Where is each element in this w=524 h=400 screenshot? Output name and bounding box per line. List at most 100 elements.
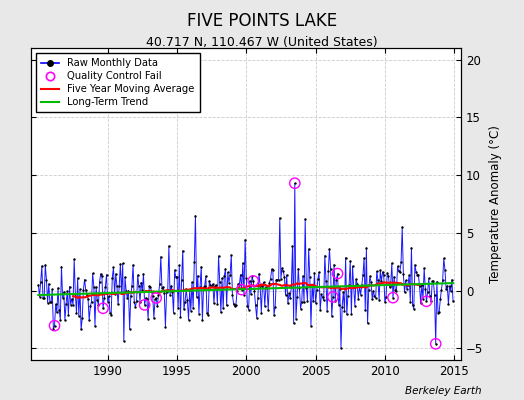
Point xyxy=(329,294,337,300)
Point xyxy=(211,283,219,289)
Point xyxy=(169,310,178,316)
Point xyxy=(230,301,238,307)
Point xyxy=(362,245,370,251)
Point xyxy=(351,302,359,309)
Point xyxy=(193,272,202,279)
Point xyxy=(440,255,448,262)
Point xyxy=(428,278,436,285)
Point xyxy=(390,274,398,280)
Point xyxy=(219,305,227,312)
Text: Berkeley Earth: Berkeley Earth xyxy=(406,386,482,396)
Point xyxy=(183,297,192,304)
Point xyxy=(49,326,58,332)
Point xyxy=(124,287,133,294)
Point xyxy=(110,264,118,271)
Point xyxy=(404,282,412,288)
Point xyxy=(339,289,347,296)
Point xyxy=(92,284,100,290)
Point xyxy=(64,312,73,318)
Point xyxy=(151,296,159,303)
Point xyxy=(175,262,183,268)
Point xyxy=(368,296,376,302)
Point xyxy=(195,310,203,317)
Point xyxy=(38,263,46,269)
Point xyxy=(178,277,186,284)
Point xyxy=(226,272,234,278)
Point xyxy=(99,305,107,312)
Point xyxy=(220,272,228,279)
Point xyxy=(131,304,139,310)
Point xyxy=(102,272,111,278)
Point xyxy=(167,282,176,289)
Point xyxy=(91,322,99,329)
Point xyxy=(160,290,168,296)
Point xyxy=(137,279,145,286)
Point xyxy=(150,315,158,321)
Point xyxy=(258,283,267,290)
Point xyxy=(71,290,80,297)
Point xyxy=(293,294,301,301)
Point xyxy=(139,271,148,277)
Point xyxy=(203,310,211,317)
Point xyxy=(334,302,343,308)
Point xyxy=(37,279,45,285)
Point xyxy=(299,273,307,279)
Point xyxy=(116,261,125,267)
Point xyxy=(161,324,170,330)
Point xyxy=(93,297,102,303)
Point xyxy=(324,268,333,274)
Point xyxy=(152,295,160,301)
Point xyxy=(337,344,345,351)
Point xyxy=(264,307,272,314)
Point xyxy=(35,294,43,300)
Point xyxy=(145,283,154,290)
Point xyxy=(381,299,389,306)
Point xyxy=(312,287,321,294)
Point xyxy=(361,307,369,314)
Point xyxy=(389,294,397,301)
Point xyxy=(50,322,59,329)
Point xyxy=(215,278,224,285)
Point xyxy=(297,305,305,312)
Point xyxy=(227,252,235,258)
Point xyxy=(199,284,208,290)
Point xyxy=(301,216,309,222)
Point xyxy=(375,297,383,303)
Point xyxy=(348,263,357,269)
Point xyxy=(166,292,174,298)
Point xyxy=(422,298,431,304)
Point xyxy=(147,288,156,295)
Point xyxy=(444,301,453,307)
Point xyxy=(260,302,269,309)
Point xyxy=(62,300,70,307)
Point xyxy=(446,288,455,294)
Point xyxy=(434,309,442,316)
Point xyxy=(97,272,106,279)
Point xyxy=(302,284,311,291)
Point xyxy=(365,287,373,293)
Point xyxy=(236,272,245,278)
Point xyxy=(295,284,303,291)
Point xyxy=(344,293,352,299)
Point xyxy=(282,272,291,278)
Point xyxy=(441,267,449,273)
Point xyxy=(377,278,386,284)
Point xyxy=(266,276,275,282)
Point xyxy=(396,268,404,275)
Point xyxy=(209,281,217,287)
Point xyxy=(218,275,226,281)
Point xyxy=(289,320,298,326)
Point xyxy=(85,317,93,324)
Point xyxy=(413,272,421,278)
Point xyxy=(389,294,397,301)
Point xyxy=(146,284,155,290)
Point xyxy=(76,286,84,293)
Point xyxy=(274,276,282,283)
Point xyxy=(427,298,435,304)
Point xyxy=(354,295,363,302)
Point xyxy=(363,320,372,326)
Point xyxy=(197,263,205,270)
Point xyxy=(449,298,457,304)
Point xyxy=(248,273,256,280)
Point xyxy=(432,341,440,347)
